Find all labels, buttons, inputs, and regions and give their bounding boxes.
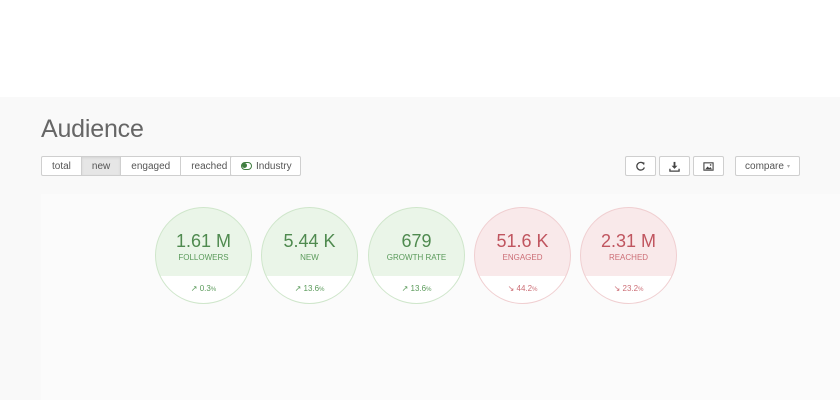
metric-followers: 1.61 M FOLLOWERS ↗ 0.3%	[155, 207, 252, 304]
metric-value: 679	[401, 231, 432, 251]
page-title: Audience	[41, 115, 144, 143]
refresh-button[interactable]	[625, 156, 656, 176]
metric-change: ↘ 23.2%	[581, 284, 676, 293]
top-blank-area	[0, 0, 840, 97]
metric-label: GROWTH RATE	[386, 253, 447, 262]
percent-unit: %	[426, 287, 432, 293]
filter-new-button[interactable]: new	[80, 156, 122, 176]
toggle-icon	[241, 162, 252, 170]
metric-value: 2.31 M	[600, 231, 657, 251]
chevron-down-icon: ▾	[786, 163, 790, 170]
percent-unit: %	[319, 287, 325, 293]
metric-reached: 2.31 M REACHED ↘ 23.2%	[580, 207, 677, 304]
metric-label: FOLLOWERS	[178, 253, 229, 262]
metric-value: 5.44 K	[283, 231, 336, 251]
metric-value: 51.6 K	[496, 231, 549, 251]
metric-change: ↗ 13.6%	[369, 284, 464, 293]
image-export-button[interactable]	[693, 156, 724, 176]
industry-label: Industry	[256, 160, 292, 172]
trend-down-icon: ↘	[613, 284, 621, 293]
percent-unit: %	[210, 287, 217, 293]
metric-change: ↘ 44.2%	[475, 284, 570, 293]
download-icon	[669, 161, 680, 172]
percent-unit: %	[532, 287, 538, 293]
filter-reached-button[interactable]: reached	[180, 156, 239, 176]
metric-label: REACHED	[608, 253, 649, 262]
metric-label: ENGAGED	[502, 253, 543, 262]
image-icon	[703, 161, 714, 171]
percent-unit: %	[638, 287, 644, 293]
change-value: 23.2	[622, 284, 639, 293]
change-value: 13.6	[410, 284, 427, 293]
trend-up-icon: ↗	[294, 284, 302, 293]
filter-total-button[interactable]: total	[41, 156, 82, 176]
metric-label: NEW	[300, 253, 319, 262]
download-button[interactable]	[659, 156, 690, 176]
refresh-icon	[636, 161, 645, 171]
trend-up-icon: ↗	[190, 284, 198, 293]
trend-up-icon: ↗	[401, 284, 409, 293]
metric-change: ↗ 0.3%	[156, 284, 251, 293]
metric-value: 1.61 M	[175, 231, 232, 251]
metric-engaged: 51.6 K ENGAGED ↘ 44.2%	[474, 207, 571, 304]
metric-change: ↗ 13.6%	[262, 284, 357, 293]
compare-dropdown[interactable]: compare ▾	[735, 156, 800, 176]
change-value: 13.6	[303, 284, 320, 293]
compare-label: compare	[745, 160, 784, 172]
metric-new: 5.44 K NEW ↗ 13.6%	[261, 207, 358, 304]
change-value: 44.2	[516, 284, 533, 293]
metric-growth-rate: 679 GROWTH RATE ↗ 13.6%	[368, 207, 465, 304]
filter-engaged-button[interactable]: engaged	[120, 156, 182, 176]
trend-down-icon: ↘	[507, 284, 515, 293]
audience-filter-group: total new engaged reached	[41, 156, 239, 176]
industry-toggle-button[interactable]: Industry	[230, 156, 301, 176]
change-value: 0.3	[199, 284, 211, 293]
